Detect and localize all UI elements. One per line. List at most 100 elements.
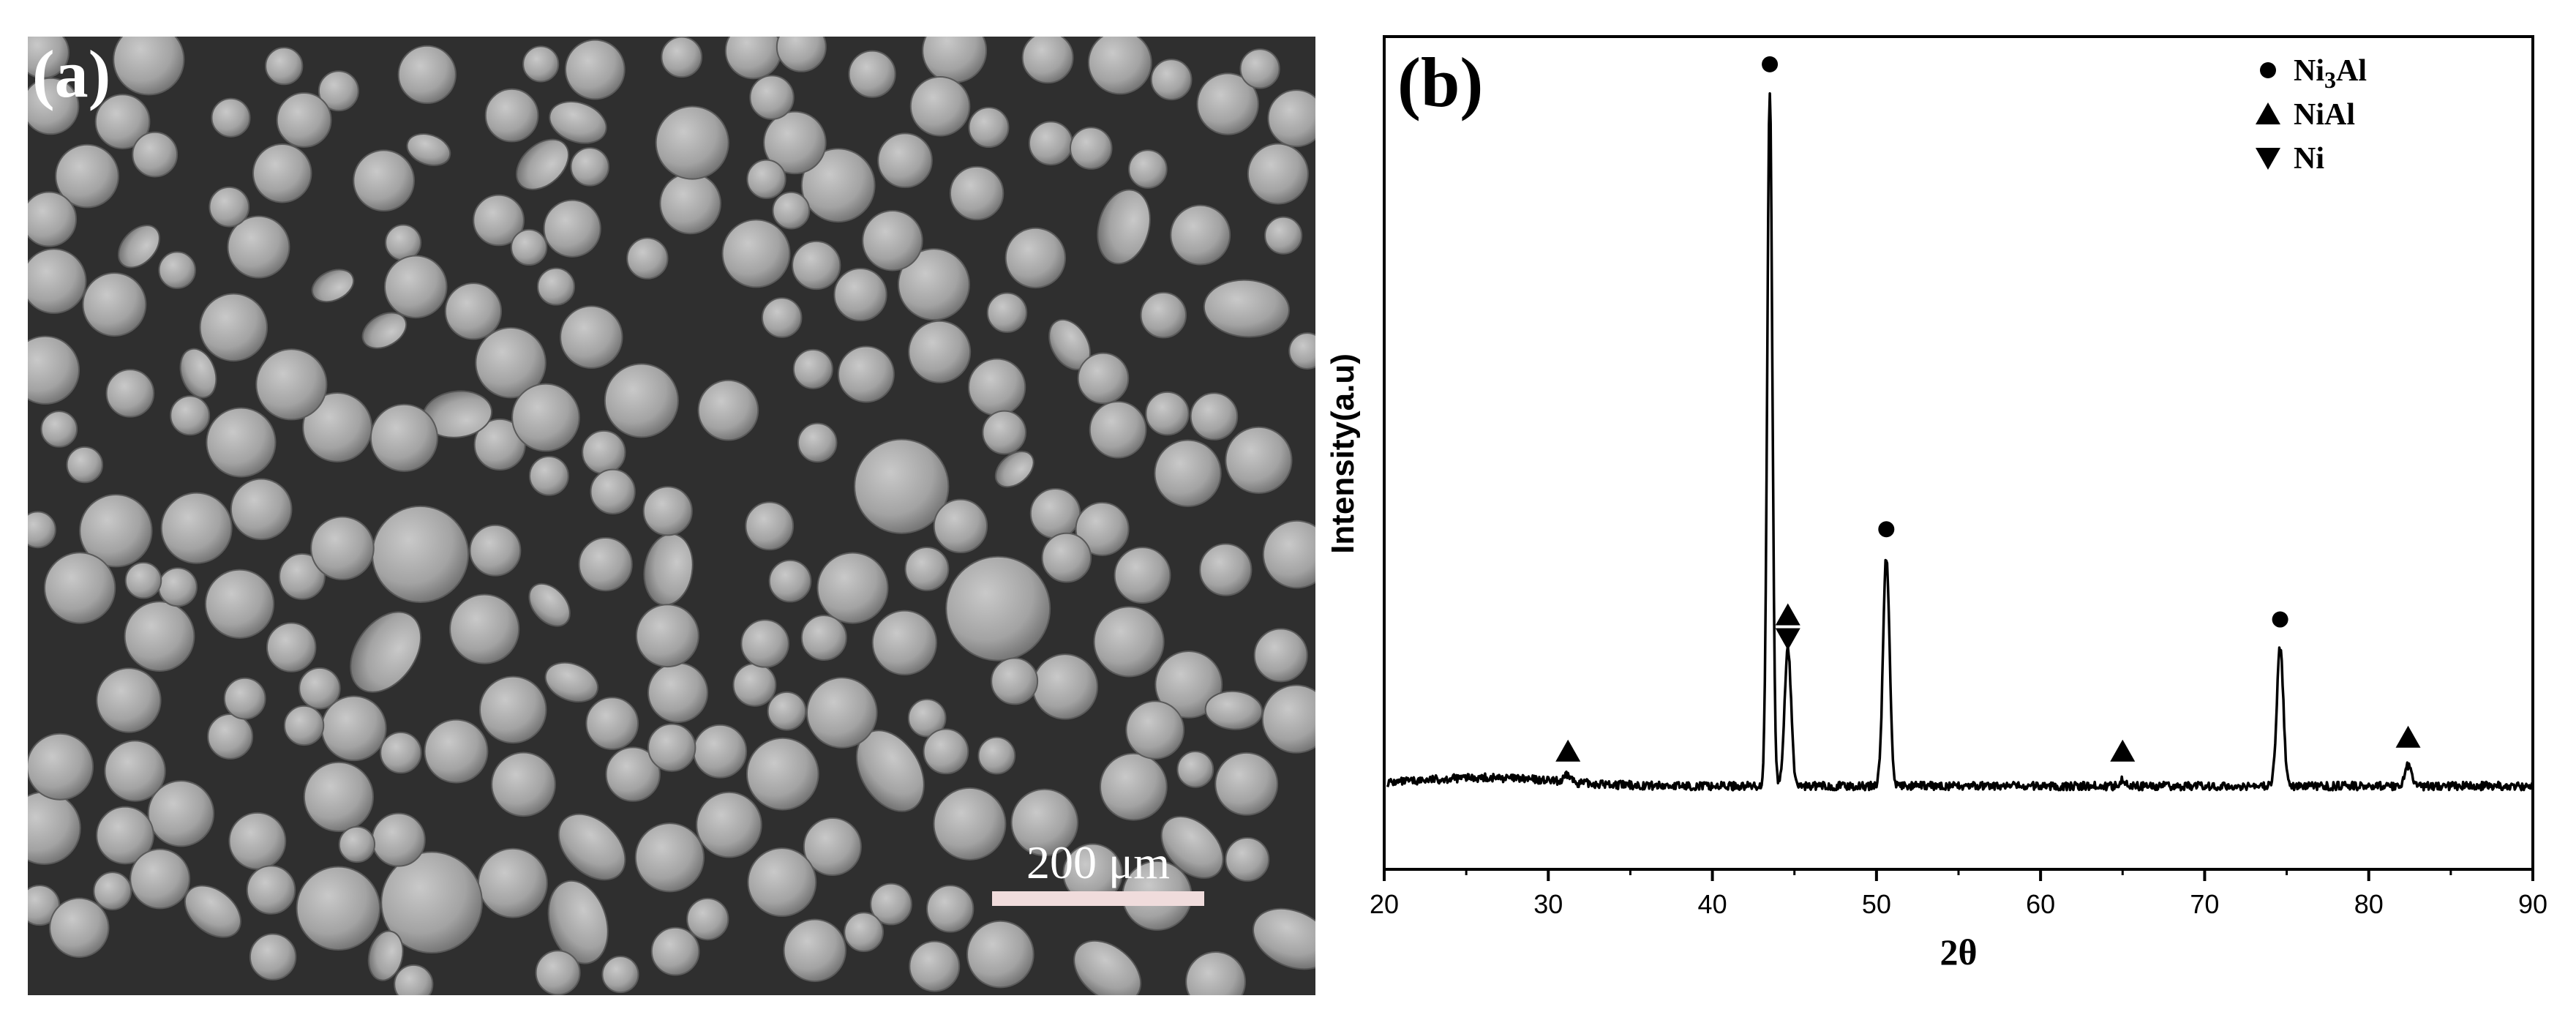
powder-particle bbox=[204, 569, 275, 639]
powder-particle bbox=[338, 825, 376, 863]
plot-frame bbox=[1383, 35, 2534, 871]
legend-label: NiAl bbox=[2294, 98, 2355, 132]
powder-particle bbox=[28, 191, 77, 247]
powder-particle bbox=[385, 224, 422, 261]
triangle-down-icon bbox=[2256, 148, 2280, 170]
powder-particle bbox=[1028, 121, 1073, 166]
powder-particle bbox=[1150, 59, 1193, 101]
powder-particle bbox=[28, 732, 94, 801]
powder-particle bbox=[529, 455, 569, 496]
powder-particle bbox=[1225, 837, 1270, 882]
powder-particle bbox=[129, 848, 191, 910]
scale-bar-label: 200 μm bbox=[1026, 836, 1170, 888]
powder-particle bbox=[1097, 189, 1151, 265]
x-tick-label: 80 bbox=[2354, 889, 2384, 919]
x-tick-label: 90 bbox=[2518, 889, 2547, 919]
powder-particle bbox=[475, 326, 547, 399]
powder-particle bbox=[803, 817, 862, 876]
xrd-pattern-line bbox=[1386, 92, 2534, 792]
powder-particle bbox=[1099, 752, 1168, 821]
powder-particle bbox=[800, 614, 847, 661]
powder-particle bbox=[871, 610, 937, 675]
powder-particle bbox=[549, 100, 607, 144]
powder-particle bbox=[424, 719, 489, 784]
powder-particle bbox=[772, 191, 811, 230]
powder-particle bbox=[255, 348, 328, 421]
powder-particle bbox=[747, 847, 817, 917]
powder-particle bbox=[1264, 216, 1303, 255]
powder-particle bbox=[626, 237, 669, 280]
powder-particle bbox=[590, 468, 636, 514]
powder-particle bbox=[318, 70, 359, 112]
powder-particle bbox=[844, 912, 884, 953]
powder-particle bbox=[478, 675, 547, 744]
powder-particle bbox=[491, 752, 556, 817]
powder-particle bbox=[1225, 426, 1293, 494]
powder-particle bbox=[1125, 700, 1185, 760]
powder-particle bbox=[982, 410, 1027, 455]
powder-particle bbox=[1032, 653, 1099, 720]
powder-particle bbox=[686, 897, 729, 941]
powder-particle bbox=[302, 392, 373, 462]
powder-particle bbox=[516, 138, 570, 190]
powder-particle bbox=[55, 143, 119, 209]
powder-particle bbox=[199, 293, 269, 362]
powder-particle bbox=[79, 494, 153, 568]
powder-particle bbox=[732, 662, 777, 707]
powder-particle bbox=[977, 736, 1016, 775]
powder-particle bbox=[28, 335, 80, 405]
powder-particle bbox=[184, 885, 241, 938]
powder-particle bbox=[1288, 332, 1315, 370]
powder-particle bbox=[1196, 72, 1259, 135]
powder-particle bbox=[1005, 227, 1067, 289]
powder-particle bbox=[211, 97, 251, 138]
powder-particle bbox=[991, 657, 1039, 705]
powder-particle bbox=[124, 601, 195, 672]
powder-particle bbox=[877, 132, 933, 188]
powder-particle bbox=[650, 926, 700, 976]
powder-particle bbox=[303, 761, 374, 832]
powder-particle bbox=[647, 662, 709, 723]
powder-particle bbox=[837, 345, 895, 403]
powder-particle bbox=[746, 159, 786, 199]
powder-particle bbox=[96, 806, 154, 865]
powder-particle bbox=[157, 567, 198, 607]
powder-particle bbox=[449, 593, 520, 664]
powder-particle bbox=[761, 297, 803, 338]
powder-particle bbox=[966, 920, 1034, 989]
powder-particle bbox=[1021, 37, 1074, 84]
powder-particle bbox=[311, 269, 355, 303]
powder-particle bbox=[994, 450, 1034, 488]
powder-particle bbox=[484, 88, 539, 143]
powder-particle bbox=[661, 37, 703, 78]
powder-particle bbox=[816, 552, 889, 624]
powder-particle bbox=[28, 37, 70, 79]
powder-particle bbox=[528, 582, 571, 627]
powder-particle bbox=[283, 705, 325, 746]
scale-bar-line bbox=[992, 891, 1204, 906]
powder-particle bbox=[557, 813, 626, 881]
powder-particle bbox=[276, 92, 332, 148]
powder-particle bbox=[380, 851, 483, 954]
xrd-chart: 20 30 40 50 60 70 80 90 2θ Intensity(a.u) (b) N… bbox=[1325, 35, 2547, 973]
marker-ni3al bbox=[2272, 611, 2288, 628]
powder-particle bbox=[40, 411, 78, 448]
powder-particle bbox=[635, 604, 699, 668]
powder-particle bbox=[371, 505, 470, 603]
powder-particle bbox=[49, 897, 110, 958]
powder-particle bbox=[113, 37, 185, 96]
powder-particle bbox=[1185, 951, 1246, 995]
powder-particle bbox=[279, 552, 326, 600]
powder-particle bbox=[1253, 628, 1308, 683]
x-axis-ticks: 20 30 40 50 60 70 80 90 bbox=[1370, 869, 2547, 919]
powder-particle bbox=[350, 611, 422, 693]
powder-particle bbox=[1247, 143, 1309, 205]
powder-particle bbox=[547, 880, 609, 964]
powder-particle bbox=[601, 956, 639, 994]
powder-particle bbox=[1041, 532, 1092, 583]
circle-icon bbox=[2260, 62, 2276, 78]
powder-particle bbox=[1087, 37, 1152, 95]
powder-particle bbox=[444, 282, 503, 340]
powder-particle bbox=[1069, 127, 1113, 170]
powder-particle bbox=[124, 561, 162, 599]
